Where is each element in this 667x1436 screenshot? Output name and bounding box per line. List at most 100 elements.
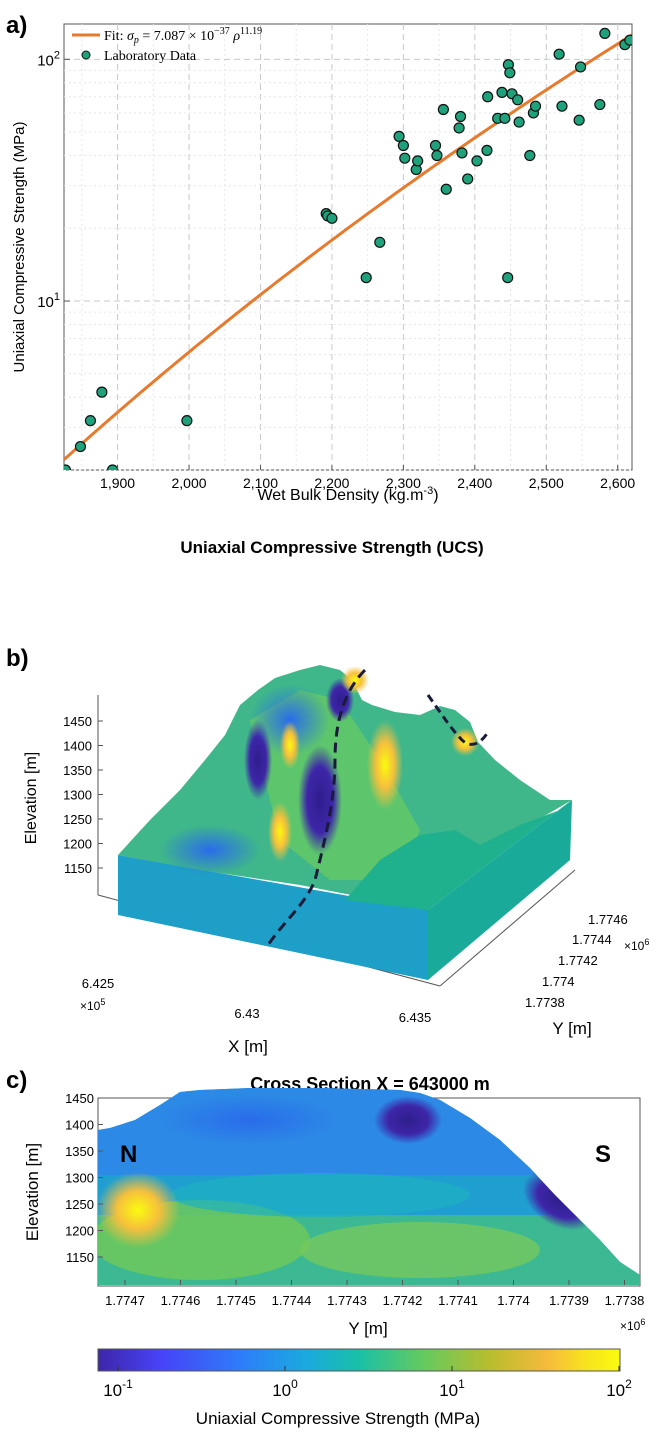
data-point [397,139,409,152]
x-tick-label: 1,900 [100,475,135,491]
terrain-blue-zone-2 [160,825,260,875]
data-point [471,155,483,167]
colorbar-ticks: 10-1 100 101 102 [103,1366,632,1400]
x-tick-label: 1.7747 [105,1293,145,1308]
data-point [440,183,452,195]
y-axis-label-b: Y [m] [552,1019,591,1038]
x-tick-label: 2,200 [314,475,349,491]
data-point [504,67,516,79]
data-point [573,114,585,126]
terrain-blue-zone-1 [250,684,330,756]
terrain-yellow-zone-3 [280,721,300,769]
data-point [360,272,372,284]
x-tick-label: 1.7746 [161,1293,201,1308]
z-tick-label: 1300 [63,788,92,803]
data-point [326,212,338,224]
data-point [502,272,514,284]
x-tick-label: 1.774 [497,1293,530,1308]
ucs-title: Uniaxial Compressive Strength (UCS) [180,538,483,557]
colorbar-tick-label: 102 [606,1377,632,1400]
data-point [84,415,97,427]
x-tick-label-3d: 6.435 [399,1010,432,1025]
terrain-front-hill [345,800,572,910]
data-point [412,155,424,167]
panel-label-b: b) [6,645,29,672]
colorbar-label: Uniaxial Compressive Strength (MPa) [196,1409,480,1428]
y-tick-label: 1450 [65,1091,94,1106]
grid-a [64,24,632,471]
plot-area-a [63,23,633,471]
legend-data-label: Laboratory Data [104,49,197,64]
x-tick-label: 1.7742 [383,1293,423,1308]
y-tick-label-3d: 1.7744 [572,932,612,947]
z-tick-label: 1250 [63,812,92,827]
panel-a-plot: 1,900 2,000 2,100 2,200 2,300 2,400 2,500 2,600… [37,23,635,491]
data-point [64,464,72,470]
x-ticks-b: 6.425 6.43 6.435 [82,976,432,1025]
x-tick-label: 1.7745 [216,1293,256,1308]
z-axis-label-b: Elevation [m] [23,752,40,844]
z-tick-label: 1350 [63,763,92,778]
y-tick-label-3d: 1.7738 [525,995,565,1010]
data-point [96,386,108,398]
y-ticks-a: 101 102 [37,49,70,311]
y-tick-label: 1250 [65,1197,94,1212]
y-axis-label-c: Elevation [m] [23,1143,42,1241]
cross-purple-zone-1 [374,1096,442,1144]
terrain-yellow-zone-5 [451,728,479,756]
terrain-right-face [428,800,572,980]
y-axis-label-a: Uniaxial Compressive Strength (MPa) [11,122,28,373]
south-label: S [595,1141,611,1168]
x-axis-label-c: Y [m] [348,1319,387,1338]
cross-yellow-zone [98,1172,180,1248]
z-ticks-b: 1450 1400 1350 1300 1250 1200 1150 [63,714,103,876]
scatter-points [64,27,632,470]
data-point [594,98,606,111]
terrain-front-face [118,855,428,980]
data-point [482,91,494,103]
y-axis-line-3d [439,869,576,987]
x-tick-label: 2,300 [386,475,421,491]
data-point [556,100,568,112]
legend-a: Fit: σp = 7.087 × 10−37 ρ11.19 Laborator… [72,26,262,64]
z-tick-label: 1450 [63,714,92,729]
cross-blue-zone [160,1095,340,1145]
data-point [456,147,468,159]
north-label: N [120,1141,137,1168]
x-tick-label: 1.7738 [605,1293,645,1308]
colorbar: 10-1 100 101 102 [97,1348,632,1400]
panel-label-a: a) [6,12,27,39]
terrain-purple-zone-1 [298,745,342,855]
data-point [624,34,632,46]
x-tick-label: 2,100 [243,475,278,491]
x-axis-label-b: X [m] [228,1037,268,1056]
cross-teal-zone [170,1173,470,1217]
z-tick-label: 1400 [63,739,92,754]
terrain-yellow-zone-2 [268,802,292,862]
y-tick-label: 1350 [65,1144,94,1159]
data-point [529,100,542,112]
y-tick-label: 101 [37,291,60,311]
x-tick-label: 2,000 [172,475,207,491]
cross-green-zone-2 [300,1222,540,1278]
colorbar-tick-label: 101 [439,1377,465,1400]
x-tick-label: 1.7741 [438,1293,478,1308]
x-tick-label: 1.7739 [549,1293,589,1308]
z-tick-label: 1200 [63,837,92,852]
y-ticks-c: 1450 1400 1350 1300 1250 1200 1150 [65,1091,103,1265]
x-tick-label: 2,400 [457,475,492,491]
y-tick-label-3d: 1.7746 [588,912,628,927]
data-point [181,415,193,427]
data-point [454,110,467,123]
y-ticks-b: 1.7746 1.7744 1.7742 1.774 1.7738 [525,912,628,1010]
colorbar-gradient [97,1348,621,1372]
data-point [524,149,536,162]
x-ticks-a: 1,900 2,000 2,100 2,200 2,300 2,400 2,500 2,600 [100,465,635,491]
fit-line-group [64,33,632,461]
colorbar-tick-label: 100 [272,1377,298,1400]
y-multiplier-b: ×106 [624,937,649,953]
x-tick-label: 1.7743 [327,1293,367,1308]
data-point [399,152,411,164]
